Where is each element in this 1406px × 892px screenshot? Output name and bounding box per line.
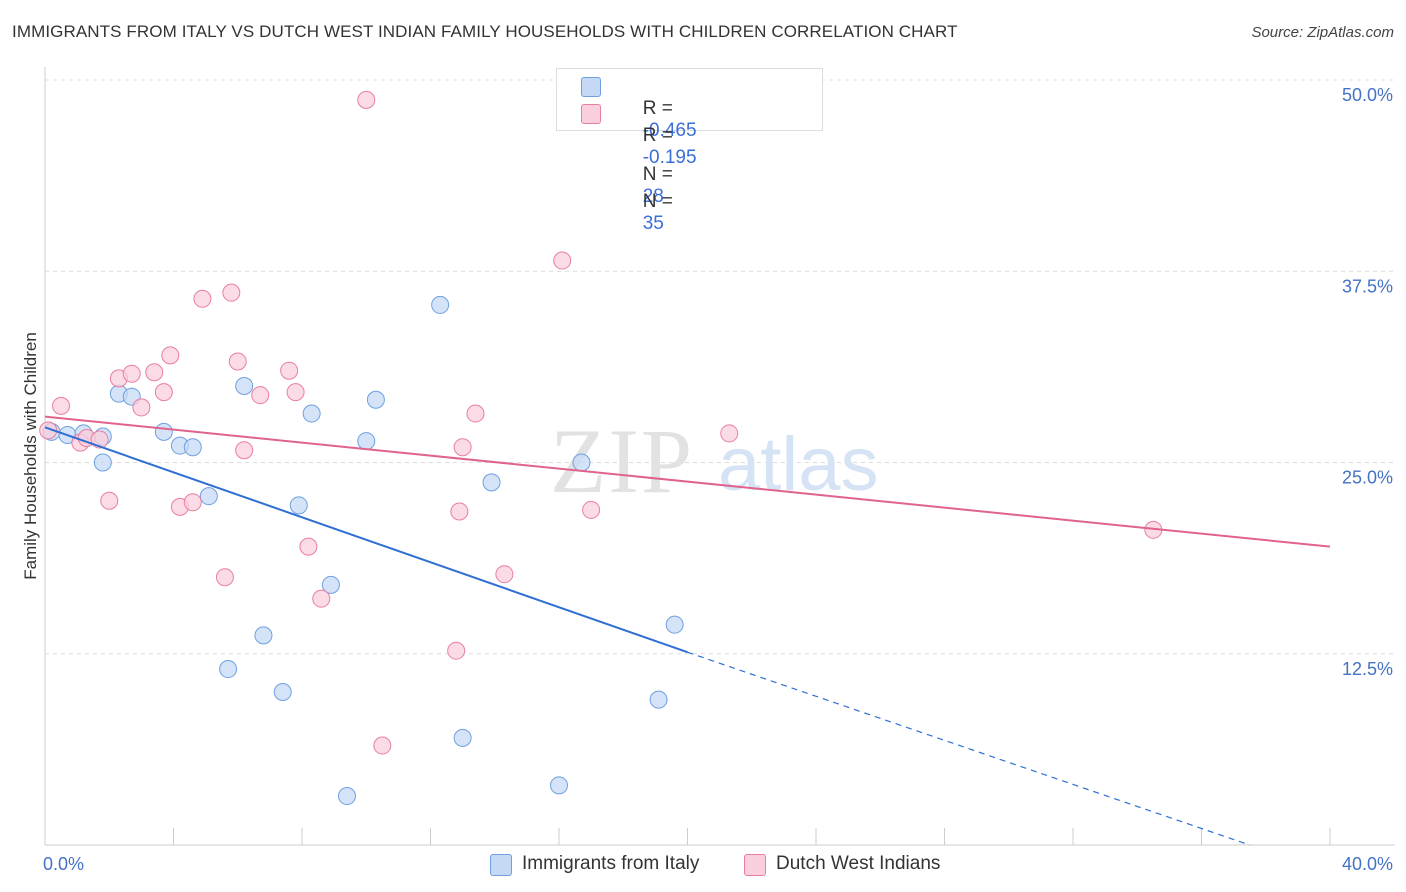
legend-swatch-italy xyxy=(581,77,601,97)
point-italy xyxy=(321,575,340,594)
point-dutch-west-indians xyxy=(357,90,376,109)
watermark-zip: ZIP xyxy=(550,410,694,512)
series-legend-label-italy: Immigrants from Italy xyxy=(522,853,700,874)
point-dutch-west-indians xyxy=(235,441,254,460)
point-italy xyxy=(550,776,568,795)
point-dutch-west-indians xyxy=(495,565,514,584)
axes xyxy=(44,67,1395,846)
series-legend-label-dutch-west-indians: Dutch West Indians xyxy=(776,853,941,874)
point-italy xyxy=(235,377,254,395)
trend-line-italy xyxy=(44,426,688,654)
x-tick-label-min: 0.0% xyxy=(43,854,84,874)
point-italy xyxy=(572,453,591,472)
point-italy xyxy=(482,473,501,492)
point-italy xyxy=(366,390,385,409)
point-italy xyxy=(199,487,218,506)
point-italy xyxy=(154,422,173,441)
point-dutch-west-indians xyxy=(100,491,119,510)
legend-r-value-dutch-west-indians: -0.195 xyxy=(642,147,697,168)
point-italy xyxy=(289,496,308,515)
point-dutch-west-indians xyxy=(215,568,234,587)
point-italy xyxy=(254,626,273,645)
point-italy xyxy=(273,683,292,701)
trend-lines xyxy=(44,415,1331,846)
point-dutch-west-indians xyxy=(161,346,180,365)
point-italy xyxy=(337,787,356,806)
y-tick-label: 25.0% xyxy=(1342,468,1393,488)
point-dutch-west-indians xyxy=(582,500,601,519)
point-italy xyxy=(431,295,450,314)
point-italy xyxy=(219,660,238,679)
point-dutch-west-indians xyxy=(450,502,469,521)
series-legend-swatch-italy xyxy=(490,854,512,876)
point-italy xyxy=(183,438,202,457)
point-italy xyxy=(302,404,321,423)
point-dutch-west-indians xyxy=(280,361,299,380)
point-dutch-west-indians xyxy=(228,352,247,371)
point-dutch-west-indians xyxy=(286,383,305,402)
point-italy xyxy=(93,453,112,472)
series-legend-swatch-dutch-west-indians xyxy=(744,854,766,876)
trend-line-italy-extrapolated xyxy=(687,651,1250,846)
series-dutch-west-indians-points xyxy=(39,90,1163,755)
legend-r-label: R = xyxy=(642,125,673,146)
point-dutch-west-indians xyxy=(132,398,151,417)
point-dutch-west-indians xyxy=(90,430,109,449)
y-tick-label: 50.0% xyxy=(1342,85,1393,105)
chart-title: IMMIGRANTS FROM ITALY VS DUTCH WEST INDI… xyxy=(12,22,958,41)
x-tick-labels: 0.0% 40.0% xyxy=(43,854,1393,874)
y-tick-label: 12.5% xyxy=(1342,659,1393,679)
legend-r-value-italy: -0.465 xyxy=(642,120,697,141)
y-tick-label: 37.5% xyxy=(1342,276,1393,296)
series-legend: Immigrants from Italy Dutch West Indians xyxy=(0,852,1406,878)
point-dutch-west-indians xyxy=(553,251,572,270)
point-dutch-west-indians xyxy=(154,383,173,402)
point-dutch-west-indians xyxy=(466,404,485,423)
trend-line-dutch-west-indians xyxy=(44,415,1331,548)
point-italy xyxy=(357,432,376,451)
point-dutch-west-indians xyxy=(122,364,141,383)
legend-n-value-italy: 28 xyxy=(642,186,664,207)
point-dutch-west-indians xyxy=(312,589,331,608)
legend-n-label: N = xyxy=(642,164,673,185)
series-italy-points xyxy=(42,295,684,806)
point-italy xyxy=(665,615,684,634)
source-label: Source: ZipAtlas.com xyxy=(1251,24,1394,41)
point-dutch-west-indians xyxy=(52,396,71,415)
point-dutch-west-indians xyxy=(720,424,739,443)
point-dutch-west-indians xyxy=(373,736,392,755)
legend-n-label: N = xyxy=(642,191,673,212)
point-dutch-west-indians xyxy=(183,493,202,512)
y-tick-labels: 12.5% 25.0% 37.5% 50.0% xyxy=(1342,85,1393,679)
point-dutch-west-indians xyxy=(299,537,318,556)
point-dutch-west-indians xyxy=(251,386,270,405)
x-tick-label-max: 40.0% xyxy=(1342,854,1393,874)
correlation-legend: R = -0.465 N = 28 R = -0.195 N = 35 xyxy=(556,68,823,234)
point-dutch-west-indians xyxy=(453,438,472,457)
point-dutch-west-indians xyxy=(447,641,466,660)
watermark-atlas: atlas xyxy=(718,422,879,507)
point-italy xyxy=(453,728,472,747)
point-dutch-west-indians xyxy=(222,283,241,302)
point-dutch-west-indians xyxy=(145,363,164,382)
legend-r-label: R = xyxy=(642,98,673,119)
point-italy xyxy=(649,690,668,709)
grid-lines xyxy=(45,79,1395,655)
point-dutch-west-indians xyxy=(193,289,212,308)
legend-swatch-dutch-west-indians xyxy=(581,104,601,124)
y-axis-label: Family Households with Children xyxy=(21,332,40,580)
legend-n-value-dutch-west-indians: 35 xyxy=(642,213,664,234)
